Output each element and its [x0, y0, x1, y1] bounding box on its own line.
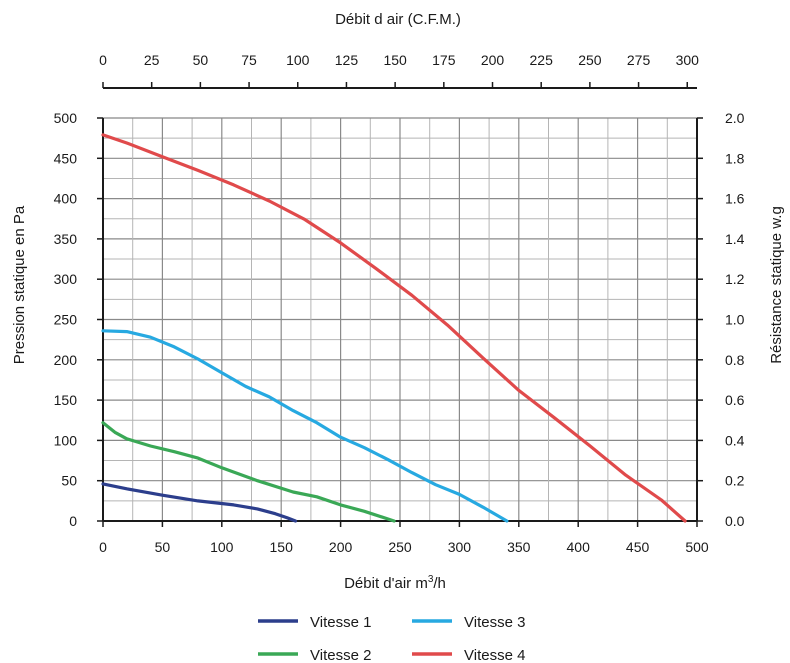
- x-axis-title: Débit d'air m3/h: [344, 574, 446, 592]
- y-tick-label: 100: [54, 432, 78, 448]
- series-line-vitesse-3: [101, 329, 509, 523]
- y-tick-label: 400: [54, 191, 78, 207]
- top-tick-label: 75: [241, 52, 257, 68]
- right-tick-label: 1.0: [725, 312, 745, 328]
- x-tick-label: 400: [567, 539, 591, 555]
- y-tick-label: 150: [54, 392, 78, 408]
- x-tick-label: 50: [155, 539, 171, 555]
- top-tick-label: 300: [676, 52, 700, 68]
- y-axis-title: Pression statique en Pa: [11, 205, 28, 364]
- top-tick-label: 0: [99, 52, 107, 68]
- y-tick-label: 500: [54, 110, 78, 126]
- grid: [103, 118, 697, 521]
- right-tick-label: 0.8: [725, 352, 745, 368]
- x-tick-label: 0: [99, 539, 107, 555]
- top-tick-label: 50: [193, 52, 209, 68]
- right-tick-label: 1.8: [725, 150, 745, 166]
- x-tick-label: 300: [448, 539, 472, 555]
- x-tick-label: 250: [388, 539, 412, 555]
- top-tick-label: 125: [335, 52, 359, 68]
- series-line-vitesse-4: [101, 133, 687, 523]
- y-tick-label: 450: [54, 150, 78, 166]
- series-layer: [101, 133, 687, 523]
- right-tick-label: 2.0: [725, 110, 745, 126]
- legend: Vitesse 1 Vitesse 2 Vitesse 3 Vitesse 4: [258, 614, 525, 663]
- x-tick-label: 150: [270, 539, 294, 555]
- right-tick-label: 1.4: [725, 231, 745, 247]
- top-tick-label: 25: [144, 52, 160, 68]
- top-tick-label: 100: [286, 52, 310, 68]
- x-axis-title-tail: /h: [433, 575, 446, 592]
- x-tick-label: 200: [329, 539, 353, 555]
- plot-frame: [97, 82, 703, 527]
- right-tick-label: 0.6: [725, 392, 745, 408]
- y-tick-label: 250: [54, 312, 78, 328]
- top-tick-label: 275: [627, 52, 651, 68]
- right-tick-label: 1.2: [725, 271, 745, 287]
- series-line-vitesse-2: [101, 421, 396, 523]
- series-line-vitesse-1: [101, 482, 298, 523]
- x-axis-title-main: Débit d'air m: [344, 575, 428, 592]
- right-tick-label: 1.6: [725, 191, 745, 207]
- tick-labels: 0501001502002503003504004505000.00.20.40…: [54, 52, 745, 555]
- right-axis-title: Résistance statique w.g: [768, 206, 785, 364]
- y-tick-label: 200: [54, 352, 78, 368]
- y-tick-label: 300: [54, 271, 78, 287]
- legend-label: Vitesse 3: [464, 614, 525, 631]
- x-tick-label: 450: [626, 539, 650, 555]
- y-tick-label: 50: [61, 473, 77, 489]
- legend-label: Vitesse 4: [464, 647, 525, 663]
- top-tick-label: 250: [578, 52, 602, 68]
- top-tick-label: 225: [530, 52, 554, 68]
- x-tick-label: 500: [685, 539, 709, 555]
- legend-label: Vitesse 2: [310, 647, 371, 663]
- right-tick-label: 0.2: [725, 473, 745, 489]
- y-tick-label: 0: [69, 513, 77, 529]
- x-axis-title-sup: 3: [428, 574, 434, 585]
- x-tick-label: 350: [507, 539, 531, 555]
- top-axis-title: Débit d air (C.F.M.): [335, 11, 461, 28]
- y-tick-label: 350: [54, 231, 78, 247]
- right-tick-label: 0.0: [725, 513, 745, 529]
- top-tick-label: 175: [432, 52, 456, 68]
- top-tick-label: 200: [481, 52, 505, 68]
- top-tick-label: 150: [383, 52, 407, 68]
- x-tick-label: 100: [210, 539, 234, 555]
- right-tick-label: 0.4: [725, 432, 745, 448]
- legend-label: Vitesse 1: [310, 614, 371, 631]
